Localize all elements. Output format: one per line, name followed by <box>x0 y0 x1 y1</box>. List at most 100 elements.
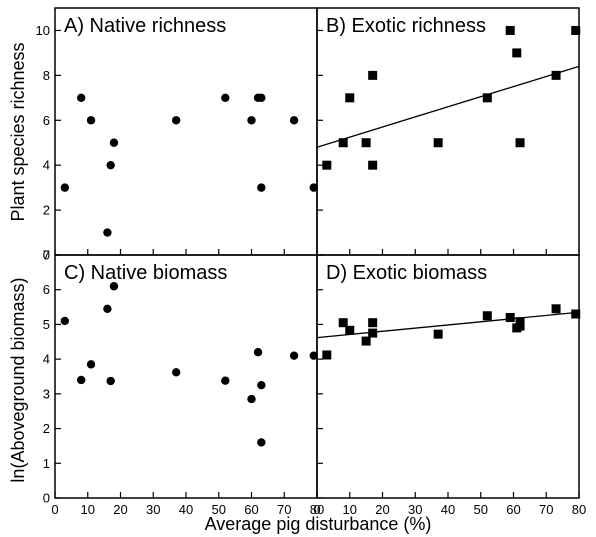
data-point <box>482 93 492 103</box>
panel-a: 0 2 4 6 8 10 A) Native richness <box>36 7 318 263</box>
y-tick-label: 10 <box>36 23 50 38</box>
y-tick-label: 4 <box>43 352 50 367</box>
data-point <box>512 48 522 58</box>
y-tick-label: 8 <box>43 68 50 83</box>
x-tick-label: 60 <box>506 502 520 517</box>
x-tick-label: 20 <box>113 502 127 517</box>
data-point <box>221 376 230 385</box>
x-axis-label: Average pig disturbance (%) <box>205 514 432 534</box>
x-tick-label: 40 <box>179 502 193 517</box>
data-point <box>515 138 525 148</box>
plot-frame <box>316 254 580 499</box>
y-tick-label: 6 <box>43 113 50 128</box>
x-tick-label: 50 <box>212 502 226 517</box>
data-point <box>368 328 378 338</box>
y-tick-label: 2 <box>43 203 50 218</box>
data-point <box>571 25 581 35</box>
x-tick-label: 0 <box>51 502 58 517</box>
x-tick-label: 30 <box>408 502 422 517</box>
plot-frame <box>316 7 580 256</box>
data-point <box>433 329 443 339</box>
y-tick-label: 0 <box>43 491 50 506</box>
y-tick-label: 4 <box>43 158 50 173</box>
x-tick-label: 70 <box>539 502 553 517</box>
data-point <box>322 160 332 170</box>
panel-b: B) Exotic richness <box>316 7 581 256</box>
data-point <box>361 336 371 346</box>
plot-frame <box>54 7 318 256</box>
data-point <box>505 312 515 322</box>
data-point <box>515 317 525 327</box>
data-point <box>77 375 86 385</box>
data-point <box>551 304 561 314</box>
data-point <box>361 138 371 148</box>
y-tick-label: 1 <box>43 456 50 471</box>
data-point <box>257 438 266 447</box>
trend-line <box>316 65 580 148</box>
data-point <box>77 93 86 103</box>
data-point <box>551 70 561 80</box>
x-tick-label: 10 <box>343 502 357 517</box>
plot-frame <box>54 254 318 499</box>
trend-line <box>316 311 580 339</box>
data-point <box>322 350 332 360</box>
data-point <box>482 311 492 321</box>
data-point <box>505 25 515 35</box>
data-point <box>106 376 115 386</box>
data-point <box>171 368 181 377</box>
data-point <box>368 318 378 328</box>
data-point <box>247 394 256 404</box>
y-tick-label: 2 <box>43 421 50 436</box>
x-tick-label: 80 <box>572 502 586 517</box>
data-point <box>257 183 266 192</box>
data-point <box>309 183 318 192</box>
data-point <box>60 183 70 192</box>
data-point <box>338 318 348 328</box>
x-tick-label: 0 <box>313 502 320 517</box>
y-tick-label: 7 <box>43 248 50 263</box>
x-tick-label: 50 <box>474 502 488 517</box>
data-point <box>60 316 70 326</box>
data-point <box>253 348 263 357</box>
panel-d: 0 10 20 30 40 50 60 70 80 D) Exotic biomass <box>313 254 586 517</box>
panel-title: D) Exotic biomass <box>326 262 487 284</box>
data-point <box>103 304 112 314</box>
x-tick-label: 40 <box>441 502 455 517</box>
x-tick-label: 80 <box>310 502 324 517</box>
data-point <box>257 380 266 390</box>
data-point <box>289 351 299 360</box>
data-point <box>309 351 318 360</box>
data-point <box>368 70 378 80</box>
data-point <box>106 160 115 170</box>
y-tick-label: 0 <box>43 248 50 263</box>
data-point <box>221 93 230 103</box>
x-tick-label: 20 <box>375 502 389 517</box>
y-tick-label: 5 <box>43 317 50 332</box>
panel-title: A) Native richness <box>64 15 226 37</box>
y-tick-label: 6 <box>43 282 50 297</box>
data-point <box>515 321 525 331</box>
data-point <box>109 282 119 291</box>
x-tick-label: 60 <box>244 502 258 517</box>
x-tick-label: 70 <box>277 502 291 517</box>
data-point <box>109 138 119 147</box>
y-axis-label-top: Plant species richness <box>8 42 28 221</box>
y-tick-label: 3 <box>43 386 50 401</box>
data-point <box>433 138 443 148</box>
data-point <box>171 116 181 125</box>
panel-title: B) Exotic richness <box>326 15 486 37</box>
data-point <box>368 160 378 170</box>
data-point <box>86 360 96 369</box>
data-point <box>338 138 348 148</box>
data-point <box>289 116 299 125</box>
data-point <box>345 325 355 335</box>
x-tick-label: 10 <box>81 502 95 517</box>
data-point <box>247 116 256 125</box>
data-point <box>257 93 266 103</box>
data-point <box>571 309 581 319</box>
x-tick-label: 30 <box>146 502 160 517</box>
y-axis-label-bottom: ln(Aboveground biomass) <box>8 277 28 482</box>
